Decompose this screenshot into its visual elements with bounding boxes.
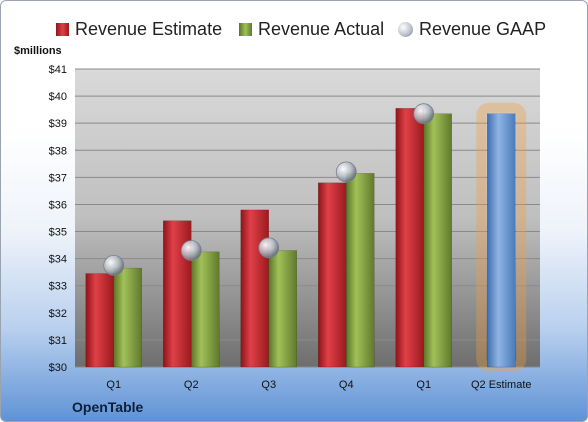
- bar-revenue-estimate: [395, 108, 424, 368]
- y-tick-label: $38: [49, 145, 67, 157]
- legend-label: Revenue Actual: [258, 18, 385, 39]
- legend-marker-circle: [398, 21, 413, 37]
- bar-revenue-actual: [113, 267, 142, 368]
- gaap-markers: [103, 103, 435, 276]
- y-axis-unit-label: $millions: [14, 45, 62, 57]
- y-tick-label: $36: [49, 199, 67, 211]
- bar-revenue-actual: [268, 250, 297, 368]
- legend: Revenue Estimate Revenue Actual Revenue …: [1, 15, 587, 43]
- bar-revenue-actual: [191, 251, 220, 368]
- x-tick-label: Q1: [416, 379, 431, 391]
- legend-item-revenue-actual: Revenue Actual: [239, 15, 384, 43]
- x-tick-label: Q3: [261, 379, 276, 391]
- gaap-marker: [258, 237, 280, 259]
- plot-area: [75, 69, 540, 367]
- grid-lines: [75, 68, 540, 368]
- x-tick-label: Q2 Estimate: [471, 379, 532, 391]
- y-tick-label: $30: [49, 362, 67, 374]
- y-tick-label: $41: [49, 64, 67, 76]
- gaap-marker: [180, 240, 202, 261]
- y-tick-label: $39: [49, 118, 67, 130]
- legend-item-revenue-gaap: Revenue GAAP: [398, 15, 546, 43]
- bar-projection: [487, 113, 516, 368]
- bar-revenue-estimate: [240, 209, 269, 368]
- bar-revenue-estimate: [318, 182, 347, 368]
- y-tick-label: $34: [49, 254, 67, 266]
- bar-revenue-estimate: [85, 273, 114, 368]
- x-tick-label: Q1: [106, 379, 121, 391]
- y-tick-label: $35: [49, 227, 67, 239]
- gaap-marker: [413, 103, 435, 125]
- legend-label: Revenue GAAP: [419, 18, 547, 39]
- bar-revenue-actual: [346, 173, 375, 368]
- x-tick-label: Q4: [339, 379, 354, 391]
- legend-label: Revenue Estimate: [75, 18, 223, 39]
- legend-item-revenue-estimate: Revenue Estimate: [56, 15, 222, 43]
- y-axis-ticks: $30 $31 $32 $33 $34 $35 $36 $37 $38 $39 $40 $41: [49, 64, 67, 374]
- legend-swatch-red: [56, 22, 69, 36]
- y-tick-label: $37: [49, 172, 67, 184]
- y-tick-label: $31: [49, 335, 67, 347]
- bar-revenue-actual: [423, 113, 452, 368]
- y-tick-label: $32: [49, 308, 67, 320]
- y-tick-label: $40: [49, 91, 67, 103]
- x-axis-ticks: Q1 Q2 Q3 Q4 Q1 Q2 Estimate: [106, 379, 531, 391]
- legend-swatch-green: [239, 22, 252, 36]
- gaap-marker: [103, 255, 125, 276]
- company-name: OpenTable: [72, 399, 144, 415]
- y-tick-label: $33: [49, 281, 67, 293]
- gaap-marker: [335, 161, 357, 183]
- x-tick-label: Q2: [184, 379, 199, 391]
